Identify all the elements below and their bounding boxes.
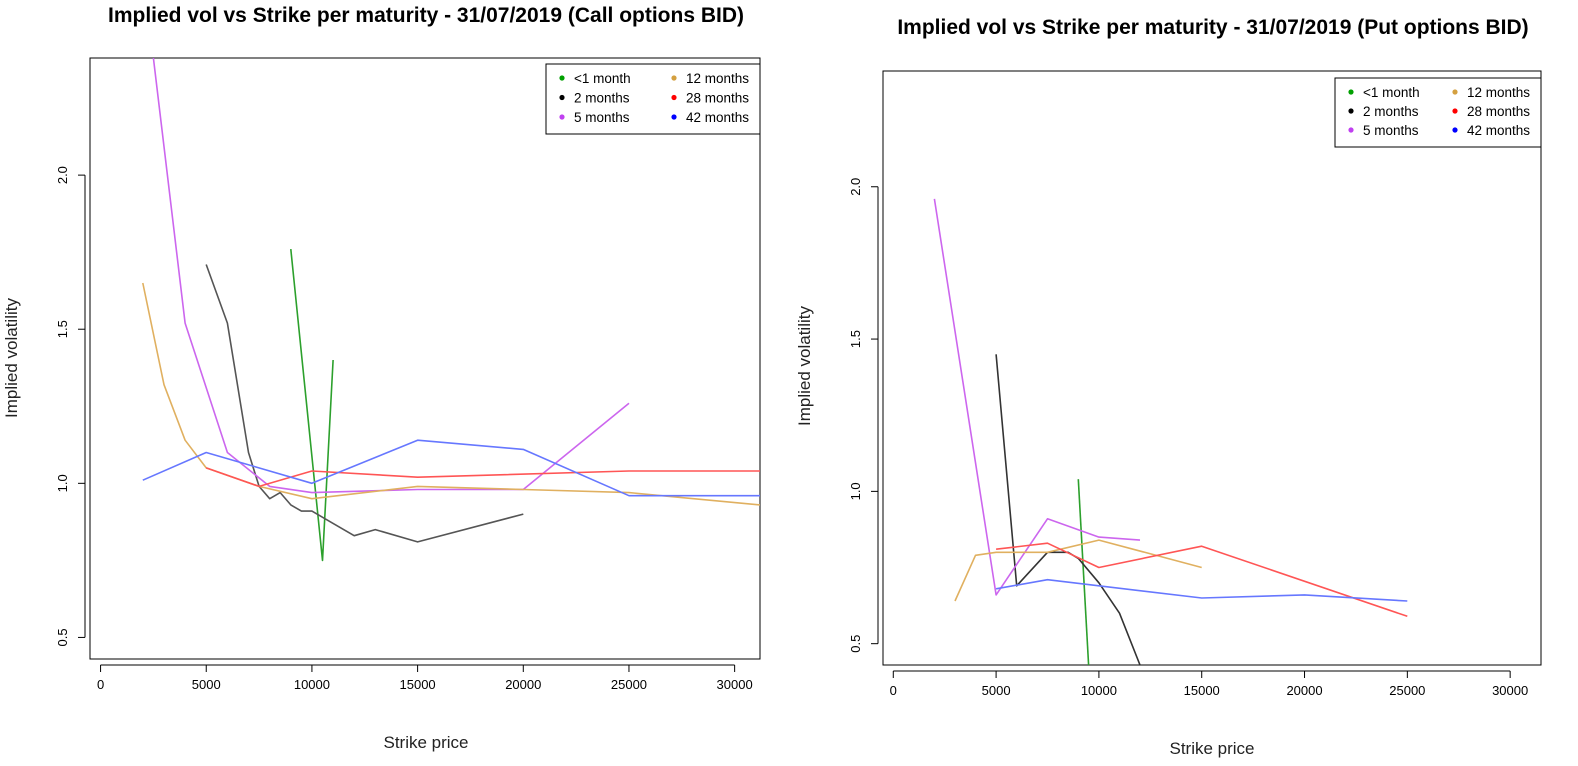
put-legend-box (1334, 77, 1542, 148)
call-legend-label: 5 months (574, 110, 630, 125)
put-series-line-0 (1077, 479, 1090, 665)
put-y-axis-label: Implied volatility (795, 306, 814, 426)
call-x-tick-label: 5000 (192, 677, 221, 692)
put-y-tick-label: 2.0 (848, 178, 863, 196)
put-legend-marker (1452, 127, 1458, 133)
call-x-axis-label: Strike price (383, 733, 468, 752)
put-chart: Implied vol vs Strike per maturity - 31/… (795, 16, 1542, 758)
call-legend-marker (559, 94, 565, 101)
call-plot-area (89, 57, 761, 660)
call-series-lines (142, 58, 760, 562)
call-legend-label: 42 months (686, 110, 749, 125)
call-legend-label: 2 months (574, 91, 630, 106)
call-x-tick-label: 0 (97, 677, 104, 692)
put-x-tick-label: 15000 (1184, 683, 1220, 698)
call-chart: Implied vol vs Strike per maturity - 31/… (2, 4, 761, 752)
put-series-line-3 (954, 539, 1202, 602)
call-x-tick-label: 15000 (400, 677, 436, 692)
put-series-line-4 (996, 542, 1408, 618)
put-y-axis: 0.5 1.0 1.5 2.0 (848, 178, 879, 653)
put-legend-marker (1348, 127, 1354, 133)
call-legend-label: 12 months (686, 71, 749, 86)
put-x-axis-label: Strike price (1169, 739, 1254, 758)
put-x-tick-label: 25000 (1389, 683, 1425, 698)
call-legend-marker (671, 114, 677, 120)
put-plot-area (882, 70, 1542, 666)
put-y-tick-label: 0.5 (848, 635, 863, 653)
put-legend-marker (1348, 89, 1354, 95)
put-x-tick-label: 10000 (1081, 683, 1117, 698)
put-y-tick-label: 1.0 (848, 482, 863, 500)
put-series-line-5 (995, 578, 1408, 602)
call-y-axis: 0.5 1.0 1.5 2.0 (55, 166, 86, 646)
call-x-tick-label: 25000 (611, 677, 647, 692)
call-x-axis: 0 5000 10000 15000 20000 25000 30000 (97, 664, 753, 692)
call-series-line-1 (205, 264, 524, 543)
put-legend-marker (1348, 108, 1354, 114)
put-x-tick-label: 30000 (1492, 683, 1528, 698)
call-series-line-5 (142, 439, 760, 497)
call-legend-label: 28 months (686, 91, 749, 106)
put-legend: <1 month 2 months 5 months 12 months 28 mont… (1334, 77, 1542, 148)
call-legend-marker (671, 75, 677, 81)
put-chart-title: Implied vol vs Strike per maturity - 31/… (897, 16, 1528, 39)
put-legend-marker (1452, 108, 1458, 114)
call-y-axis-label: Implied volatility (2, 298, 21, 418)
put-legend-marker (1452, 89, 1458, 95)
put-legend-label: <1 month (1363, 85, 1420, 100)
call-x-tick-label: 10000 (294, 677, 330, 692)
call-y-tick-label: 1.0 (55, 474, 70, 492)
put-x-tick-label: 0 (890, 683, 897, 698)
call-legend-label: <1 month (574, 71, 631, 86)
put-x-tick-label: 20000 (1286, 683, 1322, 698)
call-legend-marker (671, 94, 677, 101)
call-series-line-0 (290, 249, 334, 562)
call-series-line-4 (205, 467, 760, 488)
put-legend-label: 28 months (1467, 104, 1530, 119)
call-legend-marker (559, 75, 565, 81)
put-series-line-2 (933, 198, 1141, 596)
put-legend-label: 12 months (1467, 85, 1530, 100)
put-x-tick-label: 5000 (982, 683, 1011, 698)
put-y-tick-label: 1.5 (848, 330, 863, 348)
call-x-tick-label: 30000 (717, 677, 753, 692)
call-y-tick-label: 0.5 (55, 628, 70, 646)
call-x-tick-label: 20000 (505, 677, 541, 692)
call-legend: <1 month 2 months 5 months 12 months 28 mont… (545, 63, 761, 135)
call-chart-title: Implied vol vs Strike per maturity - 31/… (108, 4, 744, 27)
call-legend-marker (559, 114, 565, 120)
put-x-axis: 0 5000 10000 15000 20000 25000 30000 (890, 670, 1528, 698)
call-series-line-3 (142, 282, 760, 506)
put-legend-label: 42 months (1467, 123, 1530, 138)
call-legend-box (545, 63, 761, 135)
call-y-tick-label: 2.0 (55, 166, 70, 184)
put-legend-label: 5 months (1363, 123, 1419, 138)
put-series-lines (933, 198, 1408, 665)
put-legend-label: 2 months (1363, 104, 1419, 119)
call-y-tick-label: 1.5 (55, 320, 70, 338)
